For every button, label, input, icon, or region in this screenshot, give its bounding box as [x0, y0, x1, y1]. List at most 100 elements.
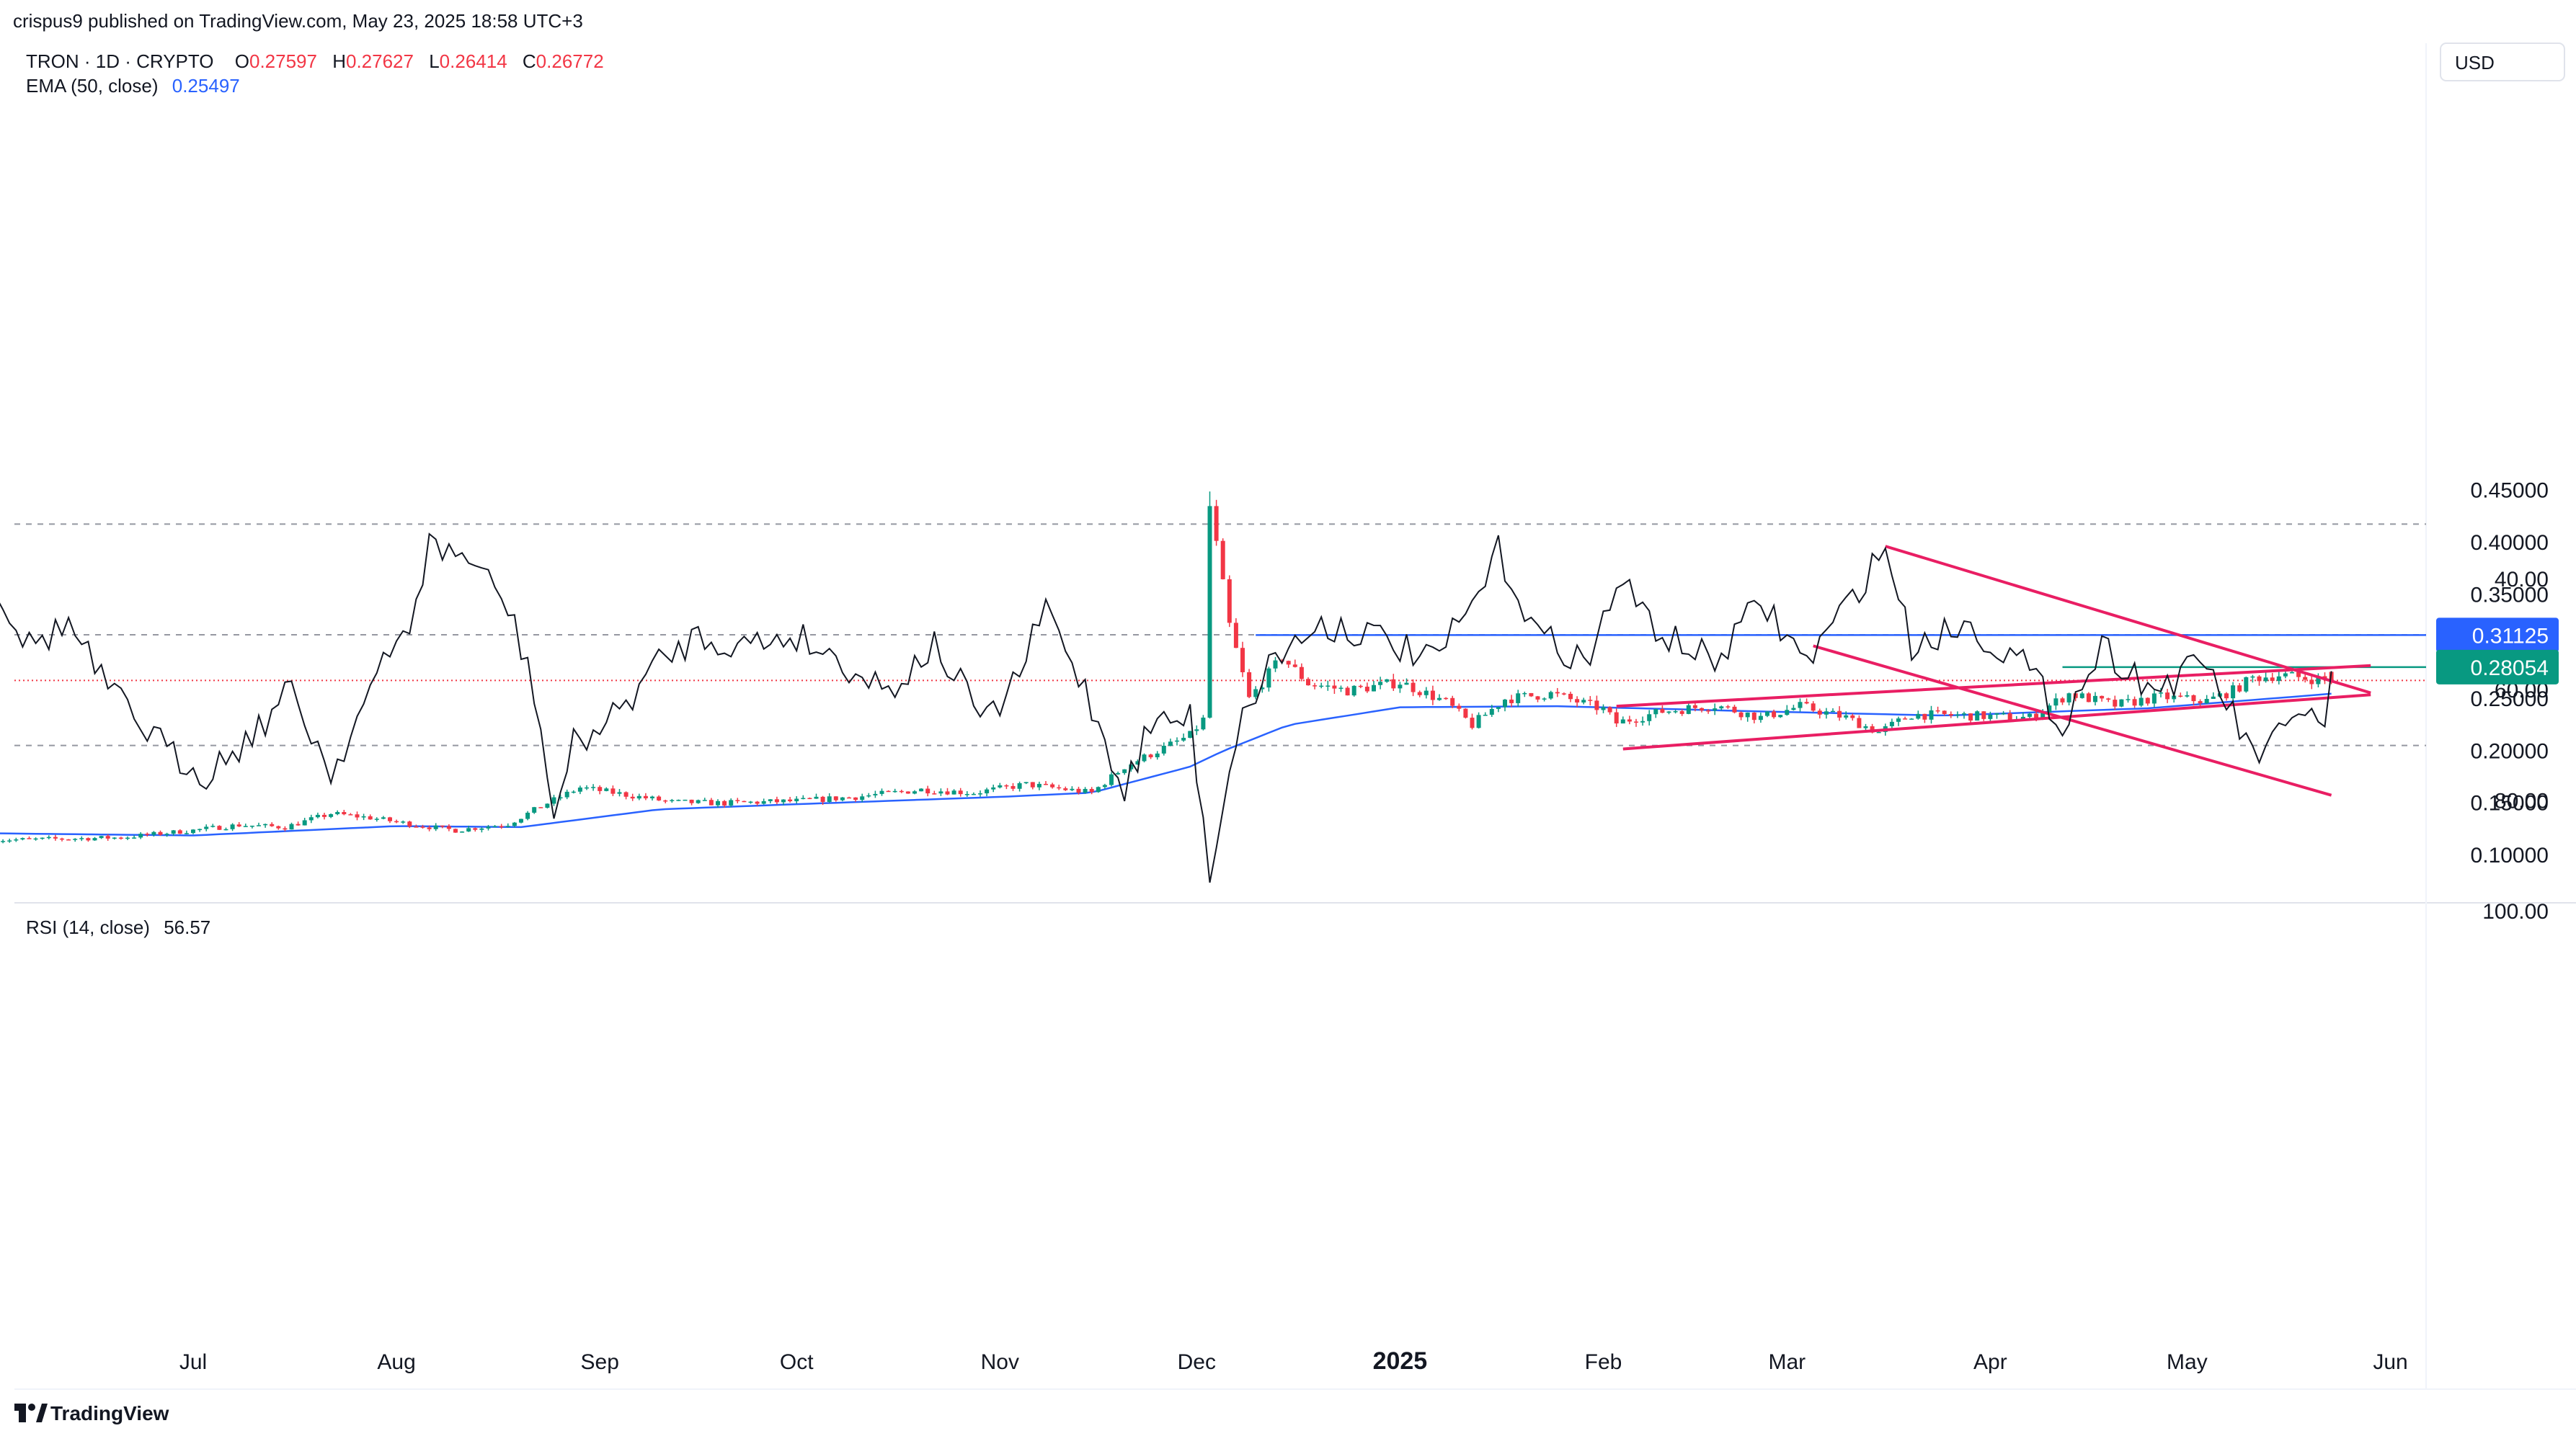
candle: [263, 824, 268, 828]
candle-body: [1417, 692, 1422, 695]
candle: [604, 787, 609, 792]
candle-body: [1535, 696, 1540, 700]
candle-body: [1732, 706, 1737, 713]
candle-body: [1483, 715, 1488, 716]
candle: [499, 824, 504, 829]
candle-body: [302, 820, 307, 826]
candle: [46, 835, 51, 839]
candle: [1437, 694, 1442, 701]
candle: [2151, 690, 2157, 708]
candle: [1175, 737, 1179, 746]
candle: [971, 792, 976, 795]
candle: [1313, 682, 1318, 690]
candle-body: [1968, 713, 1973, 721]
candle-body: [348, 814, 353, 816]
candle: [702, 798, 707, 801]
candle: [407, 821, 412, 829]
candle: [1489, 705, 1494, 717]
candle-body: [27, 838, 32, 839]
candle: [1700, 707, 1704, 713]
candle-body: [2106, 698, 2111, 700]
candle: [1089, 787, 1094, 795]
candle-body: [1089, 788, 1094, 793]
candle: [1955, 711, 1960, 718]
candle: [1607, 706, 1612, 715]
candle: [433, 823, 438, 831]
candle: [1483, 712, 1488, 716]
candle-body: [729, 800, 734, 806]
candle-body: [1292, 664, 1297, 667]
candle-body: [2211, 696, 2216, 700]
candle: [1844, 711, 1849, 720]
currency-button[interactable]: USD: [2440, 43, 2565, 81]
symbol-title: TRON · 1D · CRYPTO O0.27597 H0.27627 L0.…: [26, 50, 604, 72]
candle-body: [683, 799, 688, 801]
candle: [1220, 538, 1225, 580]
candle: [630, 793, 635, 801]
candle: [1751, 712, 1756, 723]
candle: [1385, 679, 1390, 683]
candle: [1076, 786, 1081, 795]
candle-body: [1083, 788, 1088, 793]
resistance-price-badge-label: 0.31125: [2472, 624, 2549, 648]
candle: [1332, 681, 1337, 695]
candle-body: [1358, 685, 1363, 687]
candle-body: [663, 800, 668, 802]
candle-body: [1325, 685, 1331, 687]
candle-body: [1745, 712, 1750, 718]
candle: [1988, 711, 1993, 721]
candle: [794, 796, 799, 804]
candle: [1083, 787, 1088, 794]
candle-body: [1738, 712, 1744, 718]
candle: [308, 814, 314, 824]
candle-body: [1102, 785, 1107, 788]
candle-body: [1896, 718, 1901, 722]
candle-body: [1411, 682, 1416, 692]
candle: [7, 838, 12, 843]
candle-body: [2066, 693, 2071, 703]
ema-legend-value: 0.25497: [172, 75, 240, 97]
candle: [355, 811, 360, 821]
candle: [14, 837, 19, 842]
candle-body: [66, 839, 71, 841]
candle: [1745, 712, 1750, 722]
candle: [735, 798, 740, 803]
candle: [571, 790, 576, 794]
currency-label[interactable]: USD: [2455, 52, 2495, 73]
tradingview-brand[interactable]: TradingView: [50, 1402, 169, 1424]
candle-body: [257, 825, 261, 826]
candle: [322, 813, 327, 820]
candle-body: [53, 837, 58, 839]
candle-body: [577, 788, 582, 792]
candle-body: [1509, 699, 1514, 703]
candle: [1647, 710, 1652, 726]
candle: [1837, 706, 1842, 721]
candle-body: [1457, 705, 1462, 709]
candle: [505, 823, 510, 828]
candle-body: [1011, 785, 1016, 789]
tradingview-logo[interactable]: TradingView: [14, 1402, 169, 1424]
candle: [1831, 708, 1835, 713]
candle-body: [2132, 699, 2137, 706]
candle: [1457, 703, 1462, 712]
candle-body: [158, 831, 163, 835]
candle: [1306, 677, 1310, 686]
symbol-name: TRON · 1D · CRYPTO: [26, 50, 214, 72]
candle: [86, 837, 91, 842]
price-channel-upper: [1616, 664, 2371, 708]
candle: [2132, 696, 2137, 708]
candle-body: [1404, 682, 1409, 685]
candle-body: [440, 825, 445, 827]
candle-body: [1148, 754, 1153, 757]
candle: [2296, 672, 2301, 680]
currency-button-box[interactable]: [2440, 43, 2565, 81]
candle: [1148, 754, 1153, 759]
candle-body: [473, 828, 478, 830]
candle-body: [630, 796, 635, 799]
candle: [60, 837, 64, 842]
candle-body: [92, 838, 97, 841]
candle-body: [1660, 708, 1665, 713]
candle: [2053, 693, 2058, 710]
candle-body: [1594, 700, 1599, 710]
candle-body: [788, 799, 793, 802]
